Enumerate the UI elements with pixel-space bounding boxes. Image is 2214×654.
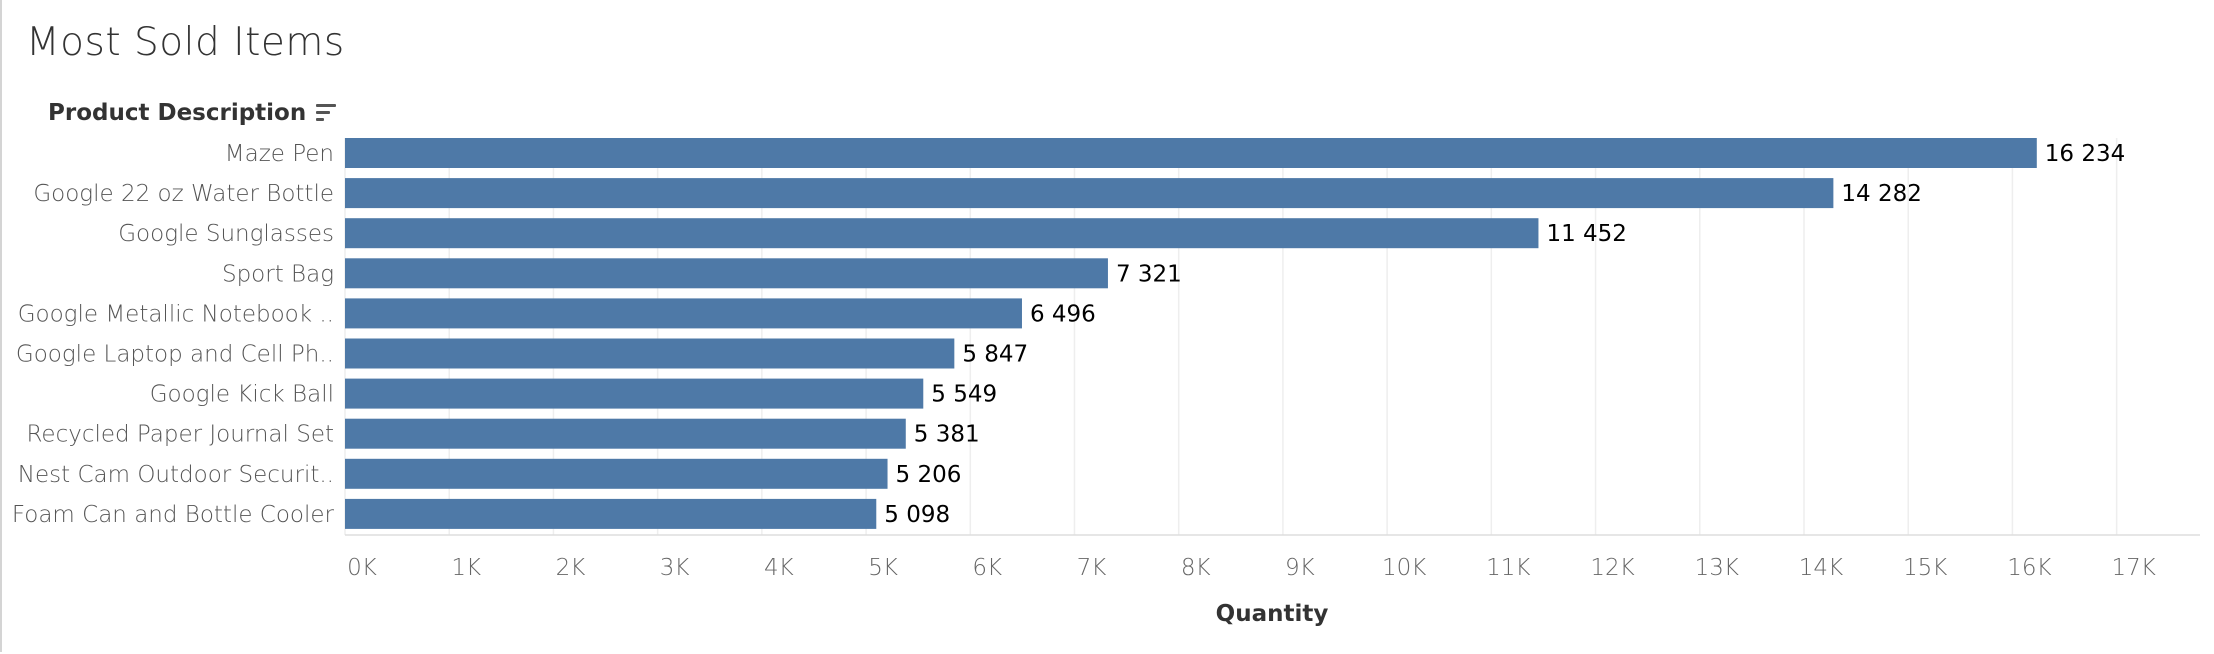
bar[interactable]	[345, 178, 1834, 209]
x-tick-label: 12K	[1590, 555, 1634, 581]
sort-descending-icon[interactable]	[316, 103, 338, 123]
x-tick-label: 9K	[1285, 555, 1315, 581]
bar[interactable]	[345, 418, 906, 449]
x-tick-label: 15K	[1903, 555, 1947, 581]
category-label: Google Sunglasses	[118, 221, 334, 247]
x-tick-label: 4K	[764, 555, 794, 581]
bar[interactable]	[345, 138, 2037, 168]
category-label: Recycled Paper Journal Set	[26, 422, 334, 448]
bar[interactable]	[345, 218, 1539, 249]
x-axis-title: Quantity	[1216, 601, 1329, 627]
category-label: Google Metallic Notebook ..	[18, 301, 334, 327]
x-tick-label: 3K	[660, 555, 690, 581]
value-label: 5 549	[931, 382, 997, 408]
x-tick-label: 6K	[972, 555, 1002, 581]
category-label: Foam Can and Bottle Cooler	[12, 502, 335, 528]
value-label: 5 098	[884, 502, 950, 528]
bar[interactable]	[345, 298, 1022, 329]
bar[interactable]	[345, 338, 955, 369]
x-tick-label: 5K	[868, 555, 898, 581]
x-tick-label: 13K	[1695, 555, 1739, 581]
value-label: 5 847	[962, 342, 1028, 368]
row-header: Product Description	[48, 100, 338, 126]
row-header-label: Product Description	[48, 100, 307, 126]
x-tick-label: 0K	[347, 555, 377, 581]
x-tick-label: 7K	[1077, 555, 1107, 581]
bar[interactable]	[345, 378, 924, 409]
value-label: 5 381	[914, 422, 980, 448]
x-tick-label: 11K	[1486, 555, 1530, 581]
bar[interactable]	[345, 258, 1108, 289]
x-tick-label: 1K	[451, 555, 481, 581]
value-label: 11 452	[1546, 221, 1626, 247]
value-label: 7 321	[1116, 261, 1182, 287]
x-tick-label: 14K	[1799, 555, 1843, 581]
value-label: 14 282	[1841, 181, 1921, 207]
bar[interactable]	[345, 458, 888, 489]
x-tick-label: 2K	[556, 555, 586, 581]
category-label: Google Kick Ball	[150, 382, 334, 408]
value-label: 16 234	[2045, 141, 2125, 167]
x-tick-label: 16K	[2007, 555, 2051, 581]
x-tick-label: 8K	[1181, 555, 1211, 581]
category-label: Google 22 oz Water Bottle	[33, 181, 334, 207]
bar[interactable]	[345, 498, 877, 529]
chart-title: Most Sold Items	[26, 20, 345, 65]
x-tick-label: 10K	[1382, 555, 1426, 581]
category-label: Google Laptop and Cell Ph..	[16, 342, 334, 368]
x-tick-label: 17K	[2111, 555, 2155, 581]
category-label: Maze Pen	[225, 141, 334, 167]
category-label: Sport Bag	[222, 261, 334, 287]
value-label: 6 496	[1030, 301, 1096, 327]
category-label: Nest Cam Outdoor Securit..	[18, 462, 334, 488]
value-label: 5 206	[896, 462, 962, 488]
